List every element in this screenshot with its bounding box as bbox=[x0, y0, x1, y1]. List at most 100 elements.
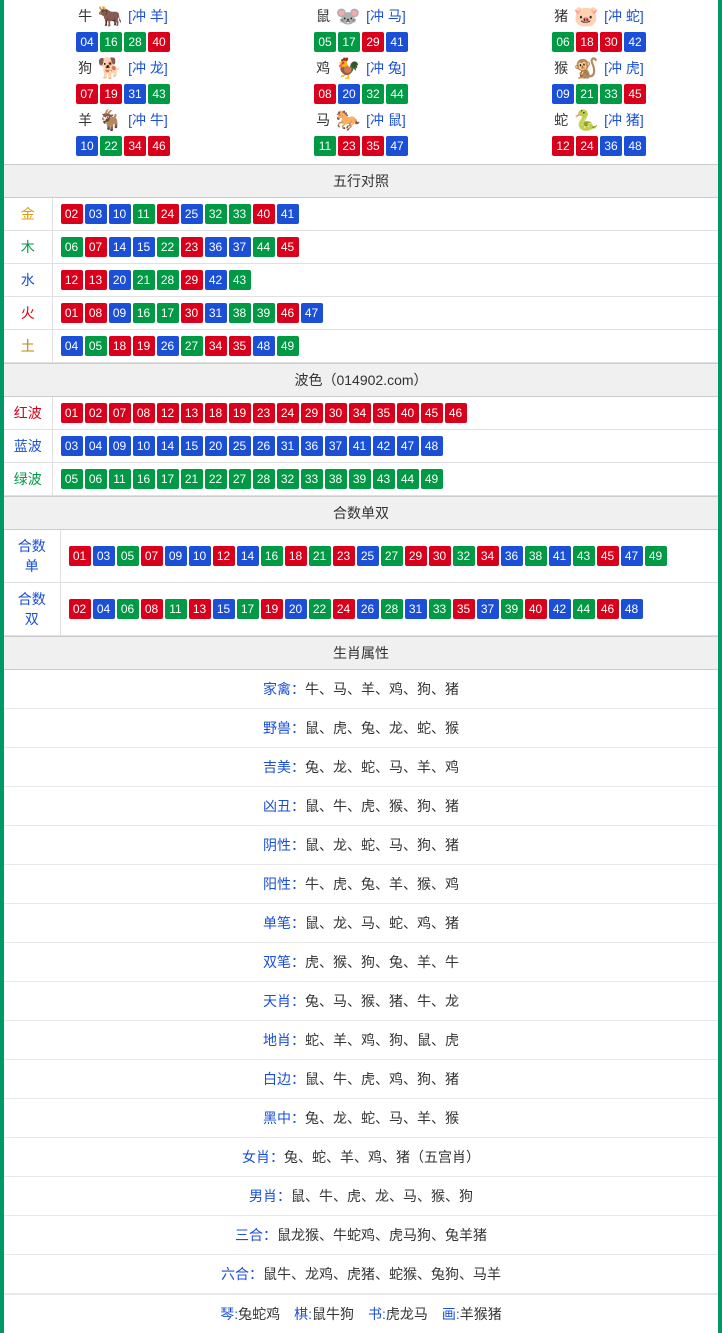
table-row: 火0108091617303138394647 bbox=[4, 297, 718, 330]
number-ball: 24 bbox=[157, 204, 179, 224]
number-ball: 48 bbox=[621, 599, 643, 619]
attribute-label: 黑中： bbox=[263, 1110, 305, 1126]
number-ball: 12 bbox=[552, 136, 574, 156]
zodiac-icon: 🐂 bbox=[94, 4, 126, 28]
attribute-row: 阳性：牛、虎、兔、羊、猴、鸡 bbox=[4, 865, 718, 904]
number-ball: 40 bbox=[525, 599, 547, 619]
table-row: 合数单0103050709101214161821232527293032343… bbox=[4, 530, 718, 583]
number-ball: 41 bbox=[277, 204, 299, 224]
number-ball: 38 bbox=[229, 303, 251, 323]
number-ball: 23 bbox=[333, 546, 355, 566]
number-ball: 17 bbox=[338, 32, 360, 52]
number-ball: 40 bbox=[148, 32, 170, 52]
number-ball: 20 bbox=[285, 599, 307, 619]
number-ball: 24 bbox=[576, 136, 598, 156]
number-ball: 46 bbox=[445, 403, 467, 423]
number-ball: 26 bbox=[157, 336, 179, 356]
row-numbers: 0103050709101214161821232527293032343638… bbox=[60, 530, 718, 583]
number-ball: 27 bbox=[229, 469, 251, 489]
number-ball: 02 bbox=[61, 204, 83, 224]
number-ball: 17 bbox=[157, 303, 179, 323]
number-ball: 34 bbox=[477, 546, 499, 566]
number-ball: 20 bbox=[205, 436, 227, 456]
row-numbers: 0102070812131819232429303435404546 bbox=[52, 397, 718, 430]
attribute-value: 鼠、牛、虎、龙、马、猴、狗 bbox=[291, 1188, 473, 1204]
number-ball: 41 bbox=[549, 546, 571, 566]
section-header-bose: 波色（014902.com） bbox=[4, 363, 718, 397]
number-ball: 38 bbox=[325, 469, 347, 489]
number-ball: 24 bbox=[333, 599, 355, 619]
number-ball: 15 bbox=[213, 599, 235, 619]
zodiac-icon: 🐒 bbox=[570, 56, 602, 80]
zodiac-conflict: [冲 蛇] bbox=[604, 6, 644, 26]
number-ball: 01 bbox=[69, 546, 91, 566]
row-label: 火 bbox=[4, 297, 52, 330]
section-header-heshu: 合数单双 bbox=[4, 496, 718, 530]
number-ball: 12 bbox=[61, 270, 83, 290]
number-ball: 43 bbox=[573, 546, 595, 566]
number-ball: 42 bbox=[549, 599, 571, 619]
number-ball: 21 bbox=[133, 270, 155, 290]
zodiac-numbers: 12243648 bbox=[552, 136, 646, 156]
number-ball: 28 bbox=[381, 599, 403, 619]
zodiac-title-row: 马🐎[冲 鼠] bbox=[316, 108, 406, 132]
row-numbers: 0204060811131517192022242628313335373940… bbox=[60, 583, 718, 636]
number-ball: 16 bbox=[261, 546, 283, 566]
number-ball: 08 bbox=[133, 403, 155, 423]
number-ball: 49 bbox=[645, 546, 667, 566]
number-ball: 32 bbox=[205, 204, 227, 224]
number-ball: 47 bbox=[301, 303, 323, 323]
attribute-value: 鼠、牛、虎、猴、狗、猪 bbox=[305, 798, 459, 814]
number-ball: 14 bbox=[237, 546, 259, 566]
shuxing-list: 家禽：牛、马、羊、鸡、狗、猪野兽：鼠、虎、兔、龙、蛇、猴吉美：兔、龙、蛇、马、羊… bbox=[4, 670, 718, 1294]
number-ball: 28 bbox=[157, 270, 179, 290]
attribute-row: 单笔：鼠、龙、马、蛇、鸡、猪 bbox=[4, 904, 718, 943]
number-ball: 25 bbox=[181, 204, 203, 224]
number-ball: 10 bbox=[76, 136, 98, 156]
number-ball: 46 bbox=[277, 303, 299, 323]
row-numbers: 05061116172122272832333839434449 bbox=[52, 463, 718, 496]
number-ball: 49 bbox=[421, 469, 443, 489]
attribute-row: 天肖：兔、马、猴、猪、牛、龙 bbox=[4, 982, 718, 1021]
attribute-label: 野兽： bbox=[263, 720, 305, 736]
number-ball: 14 bbox=[157, 436, 179, 456]
attribute-label: 单笔： bbox=[263, 915, 305, 931]
attribute-row: 三合：鼠龙猴、牛蛇鸡、虎马狗、兔羊猪 bbox=[4, 1216, 718, 1255]
zodiac-numbers: 06183042 bbox=[552, 32, 646, 52]
zodiac-grid: 牛🐂[冲 羊]04162840鼠🐭[冲 马]05172941猪🐷[冲 蛇]061… bbox=[4, 0, 718, 164]
number-ball: 43 bbox=[229, 270, 251, 290]
section-header-shuxing: 生肖属性 bbox=[4, 636, 718, 670]
number-ball: 09 bbox=[109, 303, 131, 323]
number-ball: 03 bbox=[61, 436, 83, 456]
number-ball: 29 bbox=[362, 32, 384, 52]
attribute-label: 吉美： bbox=[263, 759, 305, 775]
zodiac-name: 狗 bbox=[78, 58, 92, 78]
number-ball: 19 bbox=[261, 599, 283, 619]
zodiac-cell: 蛇🐍[冲 猪]12243648 bbox=[480, 108, 718, 156]
number-ball: 34 bbox=[124, 136, 146, 156]
number-ball: 13 bbox=[181, 403, 203, 423]
number-ball: 05 bbox=[117, 546, 139, 566]
attribute-row: 地肖：蛇、羊、鸡、狗、鼠、虎 bbox=[4, 1021, 718, 1060]
number-ball: 44 bbox=[573, 599, 595, 619]
row-numbers: 04051819262734354849 bbox=[52, 330, 718, 363]
number-ball: 46 bbox=[597, 599, 619, 619]
row-label: 金 bbox=[4, 198, 52, 231]
number-ball: 31 bbox=[405, 599, 427, 619]
attribute-value: 鼠龙猴、牛蛇鸡、虎马狗、兔羊猪 bbox=[277, 1227, 487, 1243]
zodiac-icon: 🐷 bbox=[570, 4, 602, 28]
table-row: 木06071415222336374445 bbox=[4, 231, 718, 264]
zodiac-conflict: [冲 兔] bbox=[366, 58, 406, 78]
number-ball: 06 bbox=[117, 599, 139, 619]
number-ball: 12 bbox=[213, 546, 235, 566]
attribute-value: 鼠、虎、兔、龙、蛇、猴 bbox=[305, 720, 459, 736]
number-ball: 30 bbox=[325, 403, 347, 423]
zodiac-cell: 马🐎[冲 鼠]11233547 bbox=[242, 108, 480, 156]
zodiac-title-row: 羊🐐[冲 牛] bbox=[78, 108, 168, 132]
number-ball: 45 bbox=[597, 546, 619, 566]
attribute-label: 三合： bbox=[235, 1227, 277, 1243]
bottom-key: 棋: bbox=[294, 1306, 312, 1322]
number-ball: 18 bbox=[285, 546, 307, 566]
number-ball: 44 bbox=[397, 469, 419, 489]
zodiac-conflict: [冲 猪] bbox=[604, 110, 644, 130]
